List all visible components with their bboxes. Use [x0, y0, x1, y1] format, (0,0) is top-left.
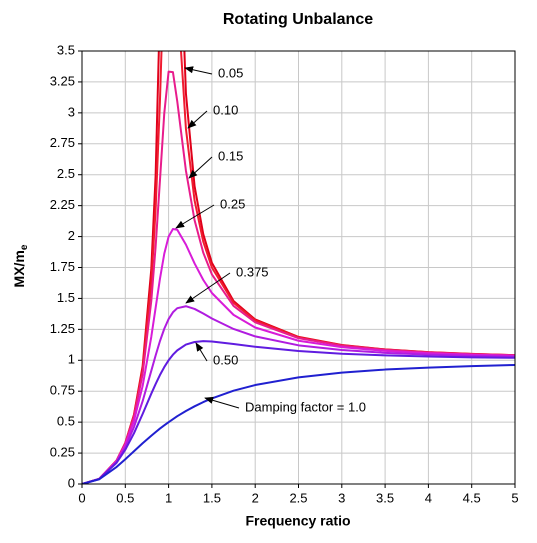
x-tick-label: 1.5: [203, 490, 221, 505]
plot-frame: [81, 50, 516, 485]
y-tick-label: 1.5: [57, 290, 75, 305]
y-tick-label: 2: [68, 228, 75, 243]
x-tick-label: 4: [425, 490, 432, 505]
x-tick-label: 1: [165, 490, 172, 505]
y-tick-label: 0: [68, 475, 75, 490]
x-tick-label: 5: [511, 490, 518, 505]
x-tick-label: 0: [78, 490, 85, 505]
annotation-arrow: [204, 396, 240, 409]
y-tick-label: 3: [68, 104, 75, 119]
legend-label: 0.25: [220, 196, 245, 211]
annotation-arrow: [175, 204, 215, 229]
grid: 0 0.5 1 1.5 2 2.5 3 3.5 4 4.5 5 0 0.25 0.5 0.75 1 1.25 1.…: [50, 42, 519, 505]
legend-label: 0.375: [236, 264, 269, 279]
series-line: [82, 363, 515, 484]
y-axis-label-main: MX/m: [11, 250, 27, 287]
series-line: [82, 340, 515, 484]
legend-label: 0.15: [218, 148, 243, 163]
x-tick-label: 2.5: [289, 490, 307, 505]
y-tick-label: 1.25: [50, 321, 75, 336]
y-tick-label: 0.25: [50, 445, 75, 460]
y-tick-label: 2.5: [57, 166, 75, 181]
chart-title: Rotating Unbalance: [223, 11, 373, 28]
x-tick-label: 0.5: [116, 490, 134, 505]
x-tick-label: 3.5: [376, 490, 394, 505]
x-tick-label: 2: [252, 490, 259, 505]
y-tick-label: 0.5: [57, 414, 75, 429]
y-tick-label: 0.75: [50, 383, 75, 398]
plot-area: [82, 51, 515, 484]
y-axis-label-sub: e: [19, 244, 30, 250]
series-line: [82, 228, 515, 484]
y-tick-label: 1.75: [50, 259, 75, 274]
x-tick-label: 4.5: [463, 490, 481, 505]
annotations: 0.05 0.10 0.15 0.25 0.375 0.50 Damping factor …: [175, 65, 366, 414]
annotation-arrow: [184, 66, 213, 75]
series-line: [82, 305, 515, 484]
y-tick-label: 3.25: [50, 73, 75, 88]
legend-label: Damping factor = 1.0: [245, 399, 366, 414]
legend-label: 0.50: [213, 352, 238, 367]
y-axis-label: MX/me: [11, 244, 30, 287]
annotation-arrow: [195, 342, 208, 362]
x-tick-label: 3: [338, 490, 345, 505]
annotation-arrow: [185, 272, 231, 304]
y-tick-label: 3.5: [57, 42, 75, 57]
y-tick-label: 2.75: [50, 135, 75, 150]
x-axis-label: Frequency ratio: [245, 513, 350, 529]
y-tick-label: 1: [68, 352, 75, 367]
legend-label: 0.10: [213, 102, 238, 117]
y-tick-label: 2.25: [50, 197, 75, 212]
annotation-arrow: [187, 110, 208, 129]
annotation-arrow: [188, 156, 213, 179]
legend-label: 0.05: [218, 65, 243, 80]
